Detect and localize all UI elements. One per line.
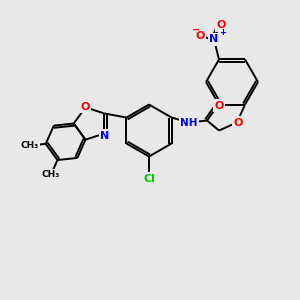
Text: N: N: [100, 130, 109, 140]
Text: O: O: [233, 118, 243, 128]
Text: CH₃: CH₃: [42, 170, 60, 179]
Text: O: O: [195, 32, 205, 41]
Text: N: N: [209, 34, 219, 44]
Text: +: +: [219, 28, 226, 38]
Text: Cl: Cl: [143, 173, 155, 184]
Text: CH₃: CH₃: [21, 141, 39, 150]
Text: NH: NH: [180, 118, 198, 128]
Text: O: O: [216, 20, 226, 31]
Text: O: O: [214, 100, 224, 110]
Text: −: −: [192, 25, 200, 34]
Text: O: O: [81, 102, 90, 112]
